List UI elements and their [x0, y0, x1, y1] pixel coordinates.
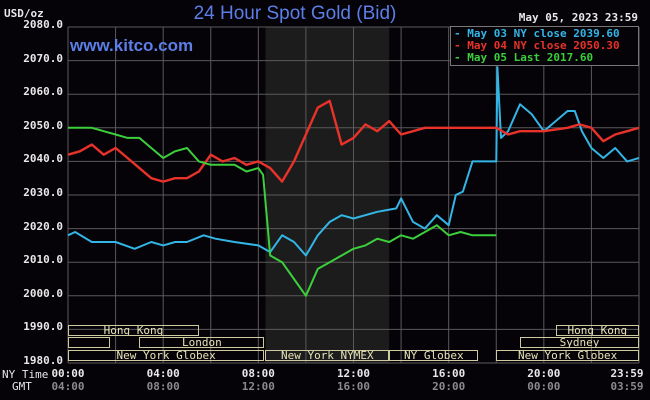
legend-item-may04: - May 04 NY close 2050.30 — [454, 39, 620, 52]
y-tick-label: 2010.0 — [23, 253, 63, 267]
x-tick-gmt: 20:00 — [432, 380, 466, 393]
x-tick-gmt: 04:00 — [51, 380, 85, 393]
y-tick-label: 1980.0 — [23, 354, 63, 367]
y-axis-unit: USD/oz — [4, 7, 44, 20]
chart-legend: - May 03 NY close 2039.60 - May 04 NY cl… — [450, 26, 639, 66]
x-tick-gmt: 16:00 — [336, 380, 371, 393]
x-tick-ny: 23:59 — [610, 367, 644, 380]
x-tick-ny: 08:00 — [241, 367, 275, 380]
ny-time-label: NY Time — [2, 368, 49, 381]
series-line-0 — [67, 66, 640, 257]
y-tick-label: 2070.0 — [23, 51, 63, 65]
session-bar-hong-kong: Hong Kong — [68, 325, 199, 336]
y-tick-label: 2030.0 — [23, 186, 63, 199]
series-line-1 — [67, 99, 640, 183]
x-tick-gmt: 08:00 — [146, 380, 180, 393]
session-bar-new-york-globex: New York Globex — [496, 350, 639, 361]
x-tick-ny: 20:00 — [527, 367, 561, 380]
chart-datetime: May 05, 2023 23:59 — [518, 11, 638, 24]
x-tick-gmt: 00:00 — [527, 380, 561, 393]
session-bar-sydney: Sydney — [520, 337, 639, 348]
x-tick-ny: 04:00 — [146, 367, 180, 380]
x-tick-ny: 16:00 — [432, 367, 466, 380]
y-tick-label: 2080.0 — [23, 18, 63, 31]
x-tick-ny: 00:00 — [51, 367, 85, 380]
x-tick-gmt: 03:59 — [610, 380, 644, 393]
y-tick-label: 1990.0 — [23, 320, 63, 334]
session-bar-hong-kong: Hong Kong — [555, 325, 639, 336]
y-tick-label: 2060.0 — [23, 85, 63, 99]
series-line-2 — [68, 126, 497, 297]
x-tick-ny: 12:00 — [336, 367, 371, 380]
session-bar-blank — [68, 337, 110, 348]
y-tick-label: 2040.0 — [23, 152, 63, 166]
legend-item-may03: - May 03 NY close 2039.60 — [454, 27, 620, 40]
gmt-label: GMT — [12, 380, 32, 393]
x-tick-gmt: 12:00 — [241, 380, 275, 393]
y-tick-label: 2020.0 — [23, 219, 63, 233]
session-bar-ny-globex: NY Globex — [389, 350, 479, 361]
session-bar-new-york-nymex: New York NYMEX — [265, 350, 390, 361]
session-bar-new-york-globex: New York Globex — [68, 350, 265, 361]
kitco-watermark[interactable]: www.kitco.com — [70, 36, 194, 55]
y-tick-label: 2050.0 — [23, 118, 63, 132]
chart-title: 24 Hour Spot Gold (Bid) — [193, 3, 397, 24]
legend-item-may05: - May 05 Last 2017.60 — [454, 51, 594, 64]
session-bar-london: London — [139, 337, 265, 348]
y-tick-label: 2000.0 — [23, 286, 63, 300]
